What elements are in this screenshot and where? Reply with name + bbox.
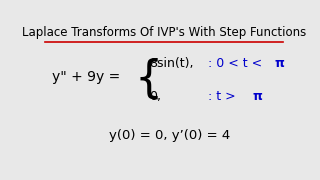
Text: : t >: : t > [204,90,239,103]
Text: π: π [252,90,262,103]
Text: y" + 9y =: y" + 9y = [52,70,121,84]
Text: 8sin(t),: 8sin(t), [149,57,194,70]
Text: 0,: 0, [149,90,161,103]
Text: Laplace Transforms Of IVP's With Step Functions: Laplace Transforms Of IVP's With Step Fu… [22,26,306,39]
Text: y(0) = 0, y’(0) = 4: y(0) = 0, y’(0) = 4 [109,129,231,142]
Text: {: { [134,58,163,101]
Text: : 0 < t <: : 0 < t < [204,57,266,70]
Text: π: π [274,57,284,70]
